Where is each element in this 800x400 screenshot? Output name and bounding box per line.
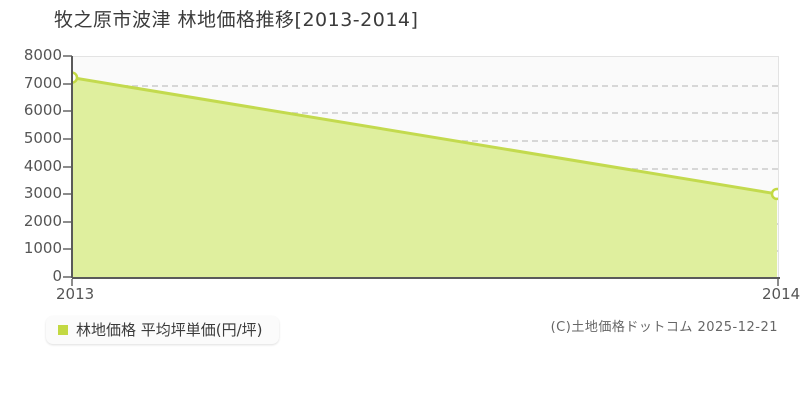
- y-axis-tick-label: 4000: [23, 156, 62, 175]
- series-area-fill: [72, 77, 778, 277]
- y-axis-tick: [63, 137, 72, 140]
- y-axis-tick: [63, 165, 72, 168]
- y-axis-tick: [63, 276, 72, 278]
- series-area-林地価格: [72, 71, 779, 277]
- y-axis-tick: [63, 55, 72, 57]
- y-axis-tick-label: 3000: [23, 184, 62, 203]
- y-axis-tick-label: 8000: [23, 46, 62, 64]
- copyright-credit: (C)土地価格ドットコム 2025-12-21: [550, 320, 778, 335]
- y-axis-tick-label: 6000: [23, 101, 62, 120]
- legend[interactable]: 林地価格 平均坪単価(円/坪): [46, 316, 279, 344]
- y-axis-tick: [63, 82, 72, 85]
- y-axis-tick-label: 7000: [23, 73, 62, 92]
- x-axis-tick-label: 2013: [56, 285, 95, 303]
- y-axis-tick-label: 5000: [23, 128, 62, 147]
- x-axis-line: [72, 277, 780, 279]
- y-axis-tick-label: 2000: [23, 211, 62, 230]
- y-axis: 8000 7000 6000 5000 4000 3000 2000 1000 0: [0, 0, 72, 400]
- y-axis-tick: [63, 248, 72, 251]
- y-axis-tick: [63, 193, 72, 196]
- y-axis-tick-label: 0: [52, 267, 62, 285]
- data-point-marker[interactable]: [72, 71, 79, 84]
- gridline: [72, 112, 778, 115]
- x-axis-tick-label: 2014: [762, 285, 800, 303]
- legend-label: 林地価格 平均坪単価(円/坪): [76, 321, 263, 339]
- y-axis-tick: [63, 220, 72, 223]
- chart-title: 牧之原市波津 林地価格推移[2013-2014]: [54, 9, 419, 31]
- y-axis-tick: [63, 110, 72, 113]
- series-line: [72, 76, 778, 196]
- plot-area: [72, 56, 779, 277]
- legend-swatch-icon: [58, 325, 68, 335]
- x-axis-tick: [71, 279, 73, 286]
- y-axis-line: [71, 56, 73, 278]
- data-point-marker[interactable]: [770, 187, 779, 201]
- y-axis-tick-label: 1000: [23, 239, 62, 258]
- x-axis-tick: [777, 279, 779, 286]
- gridline: [72, 84, 778, 87]
